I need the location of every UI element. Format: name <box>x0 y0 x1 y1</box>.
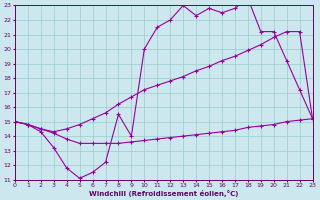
X-axis label: Windchill (Refroidissement éolien,°C): Windchill (Refroidissement éolien,°C) <box>89 190 238 197</box>
